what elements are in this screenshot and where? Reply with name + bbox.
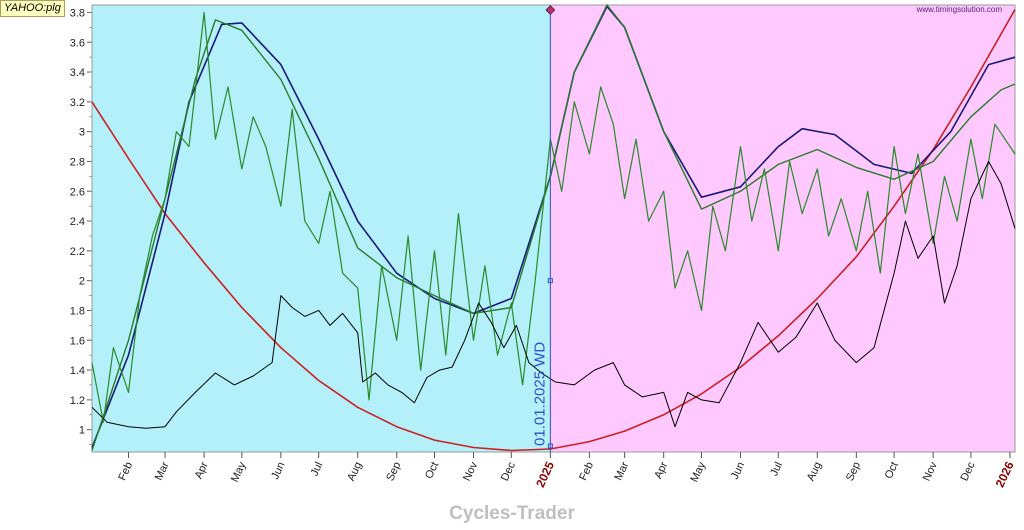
past-zone-background <box>92 5 551 452</box>
y-tick-label: 1.6 <box>70 335 85 347</box>
divider-mid-marker <box>547 278 553 284</box>
x-month-label: Aug <box>345 460 364 483</box>
series-green-smooth <box>91 4 1016 451</box>
y-tick-label: 3.2 <box>70 97 85 109</box>
x-year-label: 2026 <box>993 459 1017 489</box>
y-tick-label: 2.2 <box>70 246 85 258</box>
forecast-divider: 01.01.2025 WD <box>531 5 556 452</box>
x-month-label: Jun <box>729 460 747 481</box>
x-month-label: Aug <box>805 460 824 483</box>
x-month-label: Mar <box>612 460 631 483</box>
x-month-label: Oct <box>423 460 441 481</box>
divider-bottom-marker <box>547 443 553 449</box>
y-tick-label: 1.4 <box>70 365 85 377</box>
y-tick-label: 2.6 <box>70 186 85 198</box>
x-year-label: 2025 <box>533 459 557 489</box>
x-month-label: Oct <box>883 460 901 481</box>
x-month-label: Nov <box>921 460 940 483</box>
x-month-label: Apr <box>652 460 670 481</box>
y-tick-label: 3 <box>79 127 85 139</box>
divider-top-marker <box>545 5 556 15</box>
x-month-label: Dec <box>499 460 518 483</box>
x-month-label: Mar <box>153 460 172 483</box>
x-month-label: Jul <box>309 460 326 478</box>
x-month-label: May <box>229 460 249 484</box>
y-tick-label: 3.6 <box>70 37 85 49</box>
y-tick-label: 1 <box>79 425 85 437</box>
x-month-label: Apr <box>193 460 211 481</box>
x-month-label: Dec <box>959 460 978 483</box>
brand-footer: Cycles-Trader <box>449 503 575 524</box>
y-tick-label: 3.8 <box>70 7 85 19</box>
y-tick-label: 1.2 <box>70 395 85 407</box>
y-tick-label: 1.8 <box>70 305 85 317</box>
future-zone-background <box>550 5 1015 452</box>
x-month-label: Nov <box>461 460 480 483</box>
series-price <box>91 161 1016 429</box>
y-tick-label: 2.8 <box>70 156 85 168</box>
y-tick-label: 3.4 <box>70 67 85 79</box>
website-label: www.timingsolution.com <box>916 5 1002 14</box>
x-axis: Feb Mar Apr May Jun Jul Aug Sep Oct Nov Dec 2025 Feb… <box>116 452 1017 489</box>
x-month-label: Jul <box>768 460 785 478</box>
x-month-label: Feb <box>577 460 596 482</box>
chart-zones <box>91 4 1016 453</box>
ticker-label: YAHOO:plg <box>0 0 65 17</box>
y-tick-label: 2.4 <box>70 216 85 228</box>
x-month-label: Sep <box>384 460 403 483</box>
divider-label: 01.01.2025 WD <box>531 342 548 446</box>
x-month-label: May <box>689 460 709 484</box>
x-month-label: Jun <box>269 460 287 481</box>
y-tick-label: 2 <box>79 276 85 288</box>
x-month-label: Feb <box>116 460 135 482</box>
y-axis: 1 1.2 1.4 1.6 1.8 2 2.2 2.4 2.6 2.8 3 3.2 3.4 3.6 3.8 <box>70 7 92 445</box>
x-month-label: Sep <box>844 460 863 483</box>
